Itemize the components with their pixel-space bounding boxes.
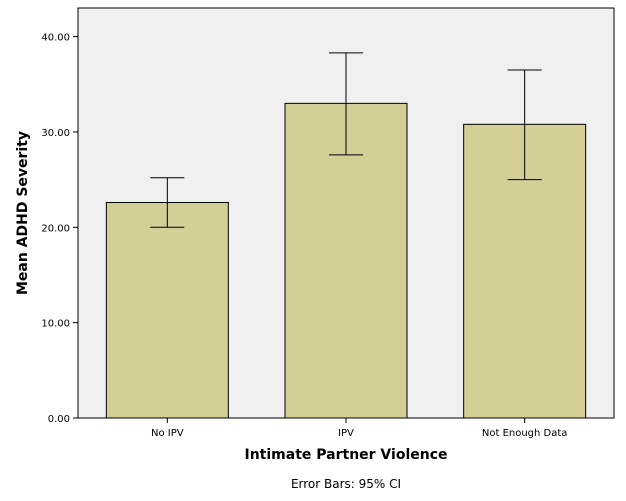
y-tick-label: 40.00 [41, 33, 70, 44]
error-bars-group [150, 52, 542, 228]
x-tick-label: Not Enough Data [482, 428, 568, 439]
error-bar [150, 177, 185, 228]
bar [105, 202, 229, 419]
bars-group [105, 102, 587, 419]
x-axis: No IPV IPV Not Enough Data [151, 418, 567, 439]
y-tick-label: 20.00 [41, 223, 70, 234]
x-tick-label: IPV [338, 428, 354, 439]
error-bar [507, 69, 542, 181]
error-bar [329, 52, 363, 156]
y-tick-label: 30.00 [41, 128, 70, 139]
x-tick-label: No IPV [151, 428, 184, 439]
y-axis: 0.00 10.00 20.00 30.00 40.00 [41, 33, 78, 425]
error-bars-footnote: Error Bars: 95% CI [291, 477, 401, 491]
bar [284, 102, 408, 419]
x-axis-title: Intimate Partner Violence [245, 447, 448, 463]
y-axis-title: Mean ADHD Severity [15, 131, 31, 295]
bar [463, 123, 587, 419]
y-tick-label: 0.00 [48, 414, 70, 425]
y-tick-label: 10.00 [41, 319, 70, 330]
